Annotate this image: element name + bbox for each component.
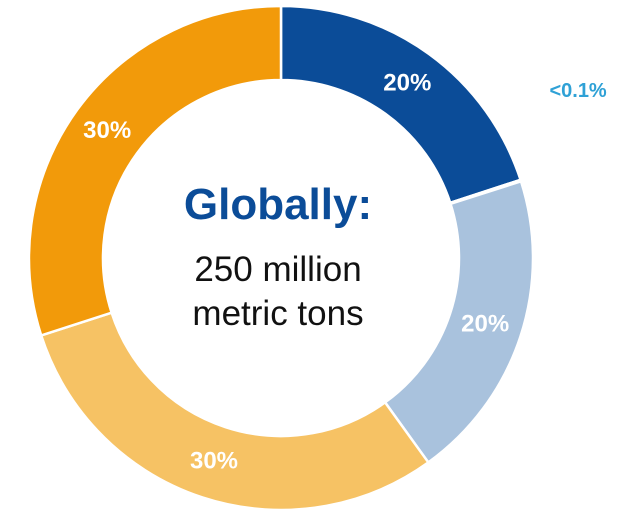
center-line-2: metric tons xyxy=(192,294,364,333)
slice-label-5: 30% xyxy=(83,117,131,144)
slice-label-2: <0.1% xyxy=(549,80,606,102)
center-title: Globally: xyxy=(183,180,373,229)
slice-label-3: 20% xyxy=(461,311,509,338)
donut-slice-5 xyxy=(27,4,283,337)
slice-label-4: 30% xyxy=(190,448,238,475)
donut-slice-4 xyxy=(39,311,431,511)
donut-slice-3 xyxy=(383,179,535,465)
donut-labels: 20% <0.1% 20% 30% 30% xyxy=(83,69,607,474)
slice-label-1: 20% xyxy=(383,69,431,96)
center-line-1: 250 million xyxy=(194,250,362,289)
donut-slice-1 xyxy=(279,4,523,205)
donut-slices xyxy=(27,4,535,511)
